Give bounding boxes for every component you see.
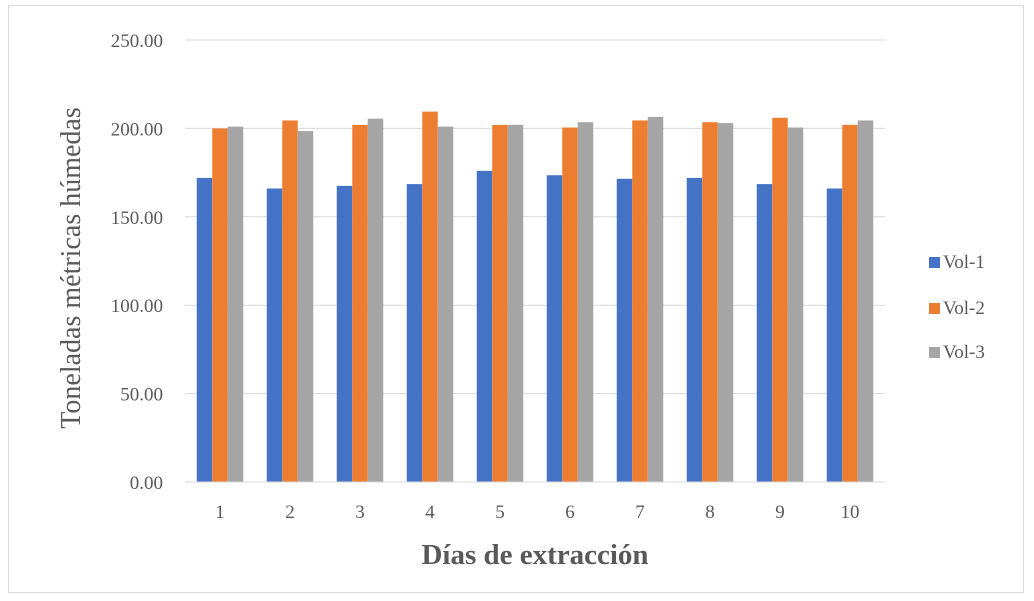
bar-vol-3-day-8 bbox=[717, 123, 734, 482]
bar-vol-1-day-5 bbox=[476, 170, 493, 482]
y-tick-label: 250.00 bbox=[111, 31, 163, 52]
y-axis-tick-labels: 0.00 50.00 100.00 150.00 200.00 250.00 bbox=[111, 31, 163, 494]
y-tick-label: 0.00 bbox=[130, 473, 163, 494]
bar-vol-3-day-9 bbox=[787, 127, 804, 483]
bar-vol-1-day-3 bbox=[336, 185, 353, 483]
bar-vol-2-day-9 bbox=[772, 117, 788, 483]
x-tick-label: 7 bbox=[635, 502, 645, 523]
y-tick-label: 50.00 bbox=[120, 385, 163, 406]
bar-vol-2-day-3 bbox=[352, 124, 368, 482]
x-tick-label: 2 bbox=[285, 502, 295, 523]
bar-vol-2-day-2 bbox=[282, 120, 298, 482]
x-axis-title: Días de extracción bbox=[421, 539, 648, 571]
bar-vol-3-day-6 bbox=[577, 122, 594, 482]
bar-vol-1-day-8 bbox=[686, 177, 703, 483]
bar-vol-2-day-6 bbox=[562, 127, 578, 483]
x-tick-label: 4 bbox=[425, 502, 435, 523]
bar-vol-3-day-5 bbox=[507, 124, 524, 482]
legend-swatch-vol-1 bbox=[929, 257, 940, 268]
bar-vol-3-day-2 bbox=[297, 131, 314, 482]
bar-vol-3-day-10 bbox=[857, 120, 874, 482]
bar-vol-1-day-7 bbox=[616, 178, 633, 482]
bar-vol-1-day-10 bbox=[826, 188, 843, 482]
y-axis-title: Toneladas métricas húmedas bbox=[56, 107, 87, 428]
bar-vol-3-day-7 bbox=[647, 116, 664, 483]
legend-label: Vol-1 bbox=[943, 252, 985, 273]
bar-vol-2-day-4 bbox=[422, 111, 438, 482]
legend-swatch-vol-3 bbox=[929, 347, 940, 358]
bar-vol-2-day-10 bbox=[842, 124, 858, 482]
x-tick-label: 5 bbox=[495, 502, 505, 523]
bar-vol-1-day-6 bbox=[546, 175, 563, 482]
x-tick-label: 1 bbox=[215, 502, 225, 523]
bar-vol-2-day-7 bbox=[632, 120, 648, 482]
bar-vol-1-day-1 bbox=[196, 177, 213, 483]
legend-label: Vol-3 bbox=[943, 342, 985, 363]
legend-swatch-vol-2 bbox=[929, 303, 940, 314]
bar-vol-1-day-4 bbox=[406, 184, 423, 483]
x-tick-label: 3 bbox=[355, 502, 365, 523]
legend-label: Vol-2 bbox=[943, 298, 985, 319]
x-axis-tick-labels: 1 2 3 4 5 6 7 8 9 10 bbox=[215, 502, 859, 523]
x-tick-label: 8 bbox=[705, 502, 715, 523]
y-tick-label: 100.00 bbox=[111, 296, 163, 317]
x-tick-label: 10 bbox=[841, 502, 860, 523]
legend: Vol-1 Vol-2 Vol-3 bbox=[929, 252, 985, 363]
y-tick-label: 150.00 bbox=[111, 208, 163, 229]
bar-vol-1-day-2 bbox=[266, 188, 283, 482]
x-tick-label: 6 bbox=[565, 502, 575, 523]
bar-vol-1-day-9 bbox=[756, 184, 773, 483]
y-tick-label: 200.00 bbox=[111, 119, 163, 140]
bar-vol-3-day-4 bbox=[437, 126, 454, 482]
bar-vol-2-day-5 bbox=[492, 124, 508, 482]
bars bbox=[196, 111, 874, 483]
bar-vol-3-day-1 bbox=[227, 126, 244, 482]
x-tick-label: 9 bbox=[775, 502, 785, 523]
bar-vol-3-day-3 bbox=[367, 118, 384, 483]
bar-vol-2-day-1 bbox=[212, 128, 228, 482]
bar-vol-2-day-8 bbox=[702, 122, 718, 482]
